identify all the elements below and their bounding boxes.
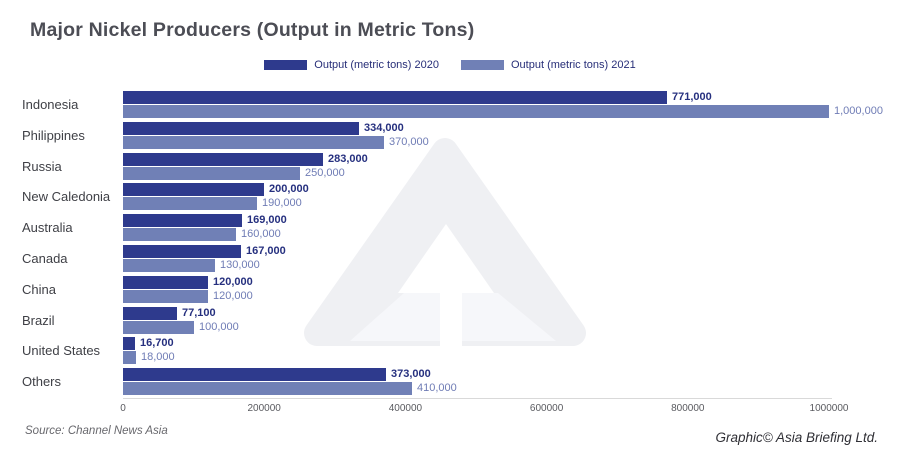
watermark-left-block: [350, 293, 440, 341]
bar-2021: [123, 259, 215, 272]
bar-2021: [123, 289, 208, 303]
bar-2020: [123, 121, 359, 135]
category-label: Australia: [22, 220, 73, 236]
legend-swatch-2020: [264, 60, 308, 70]
value-label-2021: 160,000: [241, 228, 281, 241]
value-label-2021: 120,000: [213, 289, 253, 302]
x-tick-label: 200000: [247, 403, 281, 414]
bar-2021: [123, 351, 136, 365]
x-tick-label: 0: [120, 403, 126, 414]
bar-2021: [123, 228, 236, 242]
value-label-2020: 283,000: [328, 152, 368, 165]
legend-item-2021: Output (metric tons) 2021: [461, 59, 636, 71]
category-label: Russia: [22, 158, 62, 174]
watermark-arrow-cutout: [398, 224, 494, 348]
bar-2020: [123, 152, 323, 166]
bar-2021: [123, 105, 829, 118]
value-label-2021: 370,000: [389, 135, 429, 148]
credit-note: Graphic© Asia Briefing Ltd.: [715, 430, 878, 445]
bar-2021: [123, 382, 412, 396]
category-label: Canada: [22, 251, 68, 266]
category-label: Brazil: [22, 312, 55, 328]
legend-label-2020: Output (metric tons) 2020: [314, 59, 439, 71]
source-note: Source: Channel News Asia: [25, 425, 168, 437]
value-label-2020: 120,000: [213, 275, 253, 288]
value-label-2020: 334,000: [364, 121, 404, 134]
x-tick-label: 800000: [671, 403, 705, 414]
legend: Output (metric tons) 2020 Output (metric…: [0, 59, 900, 71]
value-label-2021: 410,000: [417, 382, 457, 395]
value-label-2021: 1,000,000: [834, 105, 883, 117]
value-label-2020: 167,000: [246, 245, 286, 257]
bar-2020: [123, 275, 208, 289]
bar-2021: [123, 320, 194, 334]
bar-2020: [123, 306, 177, 320]
category-label: China: [22, 281, 56, 297]
page-title: Major Nickel Producers (Output in Metric…: [30, 19, 475, 41]
category-label: Philippines: [22, 127, 85, 143]
bar-2020: [123, 183, 264, 197]
category-label: Others: [22, 374, 62, 390]
x-axis-line: [123, 398, 832, 399]
x-tick-label: 1000000: [809, 403, 849, 414]
bar-2020: [123, 245, 241, 258]
bar-2020: [123, 368, 386, 382]
value-label-2020: 373,000: [391, 368, 431, 381]
bar-2020: [123, 91, 667, 104]
value-label-2021: 250,000: [305, 166, 345, 179]
category-label: Indonesia: [22, 97, 79, 112]
x-tick-label: 400000: [388, 403, 423, 414]
value-label-2020: 169,000: [247, 214, 287, 227]
value-label-2021: 130,000: [220, 259, 260, 271]
bar-2020: [123, 214, 242, 228]
value-label-2021: 18,000: [141, 351, 175, 364]
category-label: United States: [22, 343, 101, 359]
x-tick-label: 600000: [529, 403, 564, 414]
value-label-2020: 771,000: [672, 91, 712, 103]
bar-2020: [123, 337, 135, 351]
value-label-2020: 200,000: [269, 183, 309, 196]
value-label-2020: 16,700: [140, 337, 174, 350]
value-label-2020: 77,100: [182, 306, 216, 319]
bar-2021: [123, 166, 300, 180]
legend-item-2020: Output (metric tons) 2020: [264, 59, 439, 71]
bar-2021: [123, 197, 257, 211]
category-label: New Caledonia: [22, 189, 111, 205]
legend-label-2021: Output (metric tons) 2021: [511, 59, 636, 71]
value-label-2021: 190,000: [262, 197, 302, 210]
watermark-right-block: [462, 293, 556, 341]
value-label-2021: 100,000: [199, 320, 239, 333]
bar-2021: [123, 135, 384, 149]
legend-swatch-2021: [461, 60, 504, 70]
